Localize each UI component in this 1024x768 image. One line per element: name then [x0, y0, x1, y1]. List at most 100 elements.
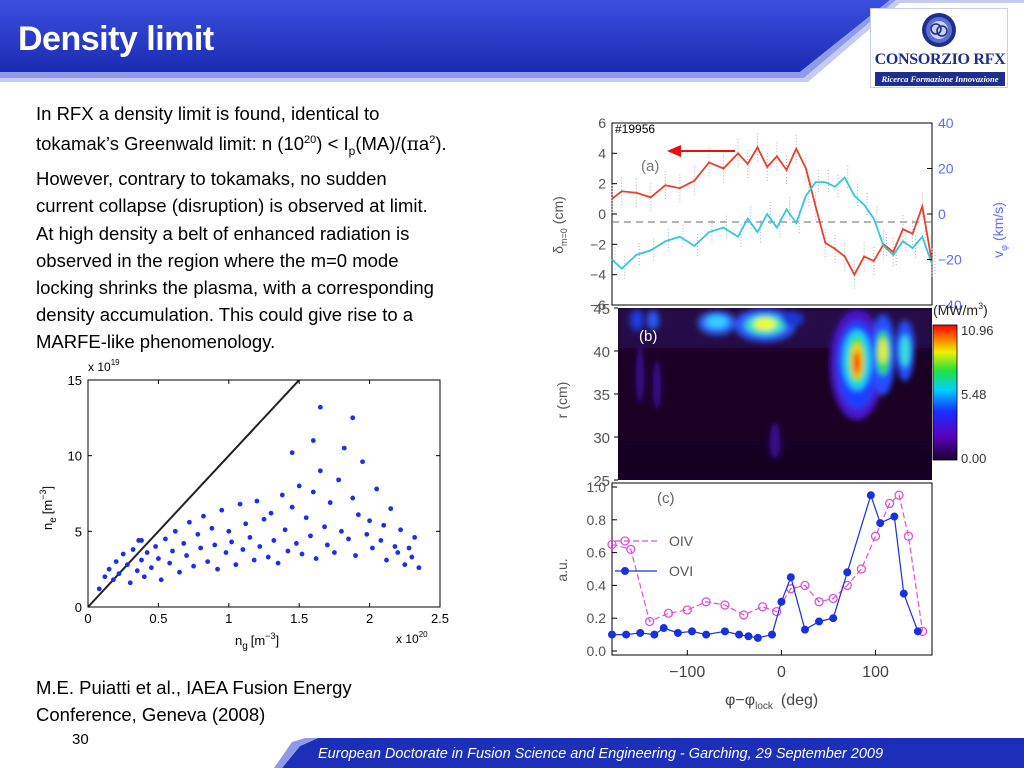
ovi-point — [702, 630, 711, 639]
panel-c-y-label: a.u. — [554, 558, 570, 581]
scatter-point — [181, 541, 187, 546]
scatter-point — [170, 548, 175, 554]
ovi-point — [735, 630, 744, 639]
intro-line: At high density a belt of enhanced radia… — [36, 222, 410, 244]
scatter-point — [275, 560, 281, 566]
scatter-point — [184, 553, 189, 558]
scatter-point — [125, 562, 130, 568]
scatter-point — [261, 516, 267, 522]
formula-pi: π — [406, 134, 419, 156]
heatmap-tick-label: 30 — [593, 430, 610, 447]
c-x-tick-label: −100 — [669, 664, 705, 681]
consorzio-rfx-logo: CONSORZIO RFX Ricerca Formazione Innovaz… — [870, 8, 1008, 88]
scatter-point — [243, 521, 249, 527]
oiv-point — [701, 597, 711, 607]
scatter-point — [336, 477, 342, 483]
legend-ovi: OVI — [669, 563, 693, 579]
scatter-point — [163, 536, 168, 542]
x-tick-label: 2.5 — [431, 611, 449, 626]
left-tick-label: −2 — [590, 236, 606, 252]
citation-line: M.E. Puiatti et al., IAEA Fusion Energy — [36, 677, 352, 698]
scatter-point — [289, 450, 295, 456]
heatmap-tick-label: 40 — [593, 344, 610, 361]
c-y-tick-label: 1.0 — [587, 479, 607, 495]
citation-line: Conference, Geneva (2008) — [36, 704, 266, 725]
scatter-point — [130, 547, 136, 552]
intro-line: MARFE-like phenomenology. — [36, 331, 276, 353]
left-tick-label: 2 — [598, 176, 606, 192]
left-tick-label: −4 — [590, 267, 606, 283]
scatter-point — [247, 534, 253, 540]
panel-b-y-label: r(cm) — [554, 382, 570, 419]
scatter-point — [285, 548, 291, 554]
formula-text: ) < I — [316, 133, 349, 155]
scatter-point — [296, 483, 302, 489]
ovi-point — [777, 597, 786, 606]
scatter-point — [384, 557, 389, 563]
c-x-tick-label: 0 — [777, 664, 786, 681]
formula-text: tokamak’s Greenwald limit: n (10 — [36, 133, 305, 155]
left-tick-label: −6 — [590, 297, 606, 313]
scatter-point — [327, 500, 333, 505]
ovi-point — [659, 624, 668, 633]
ovi-point — [673, 628, 682, 637]
scatter-point — [106, 566, 112, 572]
ovi-point — [753, 633, 762, 642]
scatter-point — [265, 554, 271, 560]
ovi-point — [913, 627, 922, 636]
scatter-point — [341, 445, 347, 451]
scatter-point — [102, 574, 108, 580]
scatter-point — [148, 565, 154, 571]
scatter-point — [350, 415, 356, 421]
scatter-point — [353, 553, 358, 558]
oiv-point — [682, 605, 692, 615]
scatter-point — [139, 557, 144, 563]
scatter-point — [268, 510, 274, 516]
y-tick-label: 10 — [68, 449, 82, 464]
ovi-point — [876, 519, 885, 528]
scatter-point — [209, 525, 215, 531]
scatter-point — [322, 524, 327, 530]
ovi-point — [608, 630, 616, 639]
y-tick-label: 0 — [75, 600, 82, 615]
scatter-point — [406, 545, 412, 551]
scatter-point — [308, 533, 313, 539]
formula-text: ). — [435, 133, 447, 155]
scatter-point — [198, 545, 204, 551]
right-tick-label: 40 — [938, 115, 954, 131]
scatter-point — [303, 515, 309, 521]
intro-line: current collapse (disruption) is observe… — [36, 195, 428, 217]
logo-name: CONSORZIO RFX — [874, 51, 1006, 68]
page-number: 30 — [72, 731, 89, 748]
scatter-point — [317, 468, 323, 474]
scatter-point — [293, 541, 299, 546]
oiv-line — [611, 494, 924, 632]
scatter-point — [229, 539, 235, 545]
ovi-point — [866, 491, 875, 500]
x-tick-label: 0.5 — [149, 611, 167, 626]
rfx-emblem-icon — [922, 13, 956, 47]
panel-c-label: (c) — [657, 490, 675, 507]
scatter-point — [374, 486, 380, 492]
scatter-point — [332, 550, 337, 555]
scatter-point — [134, 568, 140, 574]
c-y-tick-label: 0.4 — [587, 577, 607, 593]
intro-paragraph: In RFX a density limit is found, identic… — [36, 100, 556, 356]
heatmap-blobs — [618, 308, 932, 480]
y-multiplier: x 1019 — [88, 358, 120, 374]
oiv-point — [739, 610, 749, 620]
oiv-point — [884, 498, 895, 509]
scatter-point — [212, 542, 218, 548]
scatter-point — [367, 518, 372, 524]
c-y-tick-label: 0.8 — [587, 512, 607, 528]
x-multiplier: x 1020 — [396, 630, 428, 646]
scatter-point — [158, 577, 164, 583]
scatter-point — [139, 538, 144, 543]
scatter-point — [177, 569, 182, 575]
scatter-point — [364, 531, 370, 537]
scatter-point — [153, 544, 158, 549]
scatter-point — [226, 528, 232, 534]
ovi-point — [843, 568, 852, 577]
colorbar — [932, 324, 958, 461]
oiv-point — [856, 564, 867, 574]
